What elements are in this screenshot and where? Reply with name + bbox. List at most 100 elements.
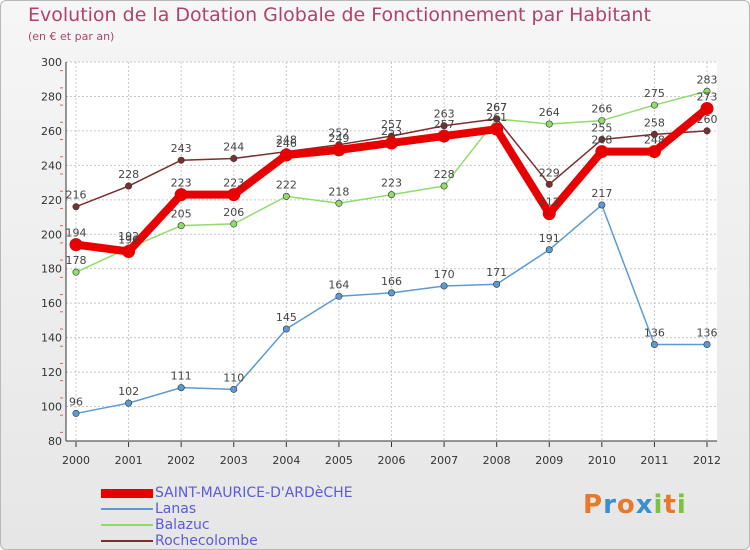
data-label: 248 (276, 134, 297, 147)
y-tick-label: 120 (41, 366, 62, 379)
data-label: 260 (697, 113, 718, 126)
legend-item-balazuc: Balazuc (101, 517, 353, 533)
y-tick-label: 80 (48, 435, 62, 448)
data-label: 194 (66, 227, 87, 240)
data-label: 258 (644, 116, 665, 129)
data-label: 267 (486, 101, 507, 114)
data-point (703, 87, 711, 95)
data-point (703, 341, 711, 349)
data-point (490, 122, 504, 136)
data-label: 171 (486, 266, 507, 279)
data-point (72, 409, 80, 417)
data-point (385, 136, 398, 150)
legend-label-lanas: Lanas (155, 501, 197, 517)
data-label: 164 (328, 278, 349, 291)
data-point (332, 143, 346, 157)
data-label: 166 (381, 275, 402, 288)
data-label: 229 (539, 166, 560, 179)
data-point (493, 115, 501, 123)
x-tick-label: 2007 (430, 454, 458, 467)
data-point (282, 325, 290, 333)
data-point (650, 130, 658, 138)
y-tick-label: 100 (41, 401, 62, 414)
x-tick-label: 2002 (167, 454, 195, 467)
data-point (598, 117, 606, 125)
legend-item-rochecolombe: Rochecolombe (101, 533, 353, 549)
data-point (387, 289, 395, 297)
data-point (122, 245, 136, 258)
data-point (440, 122, 448, 130)
data-point (230, 220, 238, 228)
data-label: 110 (223, 371, 244, 384)
x-tick-label: 2003 (220, 454, 248, 467)
data-point (230, 385, 238, 393)
logo-letter: x (635, 490, 654, 520)
data-label: 223 (381, 177, 402, 190)
logo-letter: r (603, 490, 617, 520)
data-label: 192 (118, 230, 139, 243)
legend-swatch-saint-maurice (101, 488, 153, 498)
data-label: 96 (69, 395, 83, 408)
logo-letter: t (663, 490, 677, 520)
data-label: 145 (276, 311, 297, 324)
data-point (440, 182, 448, 190)
data-label: 253 (381, 125, 402, 138)
x-tick-label: 2000 (62, 454, 90, 467)
data-label: 136 (697, 327, 718, 340)
legend: SAINT-MAURICE-D'ARDèCHE Lanas Balazuc Ro… (101, 485, 353, 549)
data-point (72, 203, 80, 211)
data-label: 266 (591, 103, 612, 116)
y-tick-label: 300 (41, 56, 62, 69)
data-label: 217 (591, 187, 612, 200)
data-label: 248 (591, 134, 612, 147)
data-point (598, 136, 606, 144)
x-tick-label: 2009 (535, 454, 563, 467)
y-tick-label: 140 (41, 332, 62, 345)
data-label: 248 (644, 134, 665, 147)
logo-letter: P (583, 490, 604, 520)
y-tick-label: 160 (41, 297, 62, 310)
data-label: 228 (118, 168, 139, 181)
data-point (437, 129, 451, 143)
data-point (440, 282, 448, 290)
data-point (72, 268, 80, 276)
data-point (230, 154, 238, 162)
legend-label-rochecolombe: Rochecolombe (155, 533, 258, 549)
y-tick-label: 180 (41, 263, 62, 276)
logo-letter: i (676, 490, 687, 520)
proxiti-logo: Proxiti (583, 490, 687, 520)
chart-title: Evolution de la Dotation Globale de Fonc… (28, 4, 651, 26)
data-label: 264 (539, 106, 560, 119)
x-tick-label: 2004 (272, 454, 300, 467)
y-tick-label: 200 (41, 228, 62, 241)
data-label: 111 (171, 370, 192, 383)
x-tick-label: 2011 (640, 454, 668, 467)
data-point (125, 182, 133, 190)
data-point (387, 191, 395, 199)
data-label: 222 (276, 178, 297, 191)
data-label: 249 (328, 132, 349, 145)
data-label: 218 (328, 185, 349, 198)
data-label: 273 (697, 91, 718, 104)
data-label: 223 (171, 177, 192, 190)
data-point (174, 188, 188, 202)
data-point (650, 341, 658, 349)
data-point (69, 238, 83, 252)
data-point (595, 145, 609, 159)
data-point (177, 222, 185, 230)
data-label: 216 (66, 189, 87, 202)
data-point (493, 280, 501, 288)
legend-swatch-rochecolombe (101, 540, 153, 542)
logo-letter: i (653, 490, 664, 520)
data-point (125, 399, 133, 407)
data-point (335, 292, 343, 300)
x-tick-label: 2006 (378, 454, 406, 467)
data-point (227, 188, 241, 202)
data-label: 283 (697, 73, 718, 86)
data-label: 267 (486, 101, 507, 114)
data-point (279, 148, 293, 162)
data-point (598, 201, 606, 209)
data-label: 212 (539, 196, 560, 209)
